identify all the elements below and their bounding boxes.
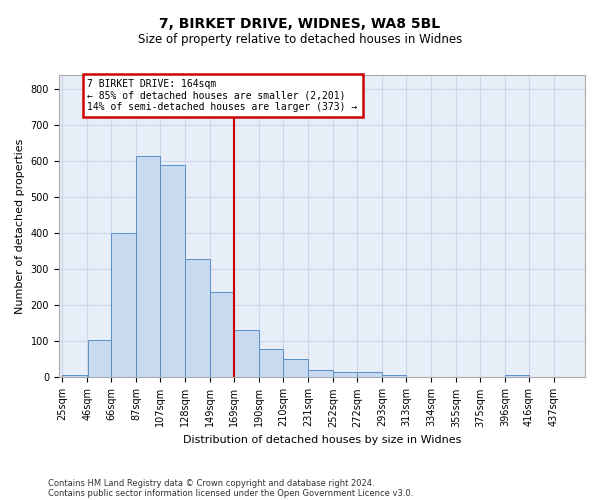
- Bar: [382, 374, 406, 378]
- Text: Contains public sector information licensed under the Open Government Licence v3: Contains public sector information licen…: [48, 488, 413, 498]
- Bar: [185, 258, 210, 378]
- X-axis label: Distribution of detached houses by size in Widnes: Distribution of detached houses by size …: [183, 435, 461, 445]
- Text: Size of property relative to detached houses in Widnes: Size of property relative to detached ho…: [138, 32, 462, 46]
- Text: 7 BIRKET DRIVE: 164sqm
← 85% of detached houses are smaller (2,201)
14% of semi-: 7 BIRKET DRIVE: 164sqm ← 85% of detached…: [88, 78, 358, 112]
- Bar: [88, 340, 111, 378]
- Text: Contains HM Land Registry data © Crown copyright and database right 2024.: Contains HM Land Registry data © Crown c…: [48, 478, 374, 488]
- Bar: [357, 372, 382, 378]
- Bar: [235, 330, 259, 378]
- Bar: [136, 156, 160, 378]
- Bar: [211, 292, 234, 378]
- Bar: [62, 374, 87, 378]
- Y-axis label: Number of detached properties: Number of detached properties: [15, 138, 25, 314]
- Bar: [308, 370, 333, 378]
- Bar: [259, 350, 283, 378]
- Bar: [505, 374, 529, 378]
- Text: 7, BIRKET DRIVE, WIDNES, WA8 5BL: 7, BIRKET DRIVE, WIDNES, WA8 5BL: [160, 18, 440, 32]
- Bar: [334, 372, 357, 378]
- Bar: [112, 234, 136, 378]
- Bar: [283, 360, 308, 378]
- Bar: [160, 165, 185, 378]
